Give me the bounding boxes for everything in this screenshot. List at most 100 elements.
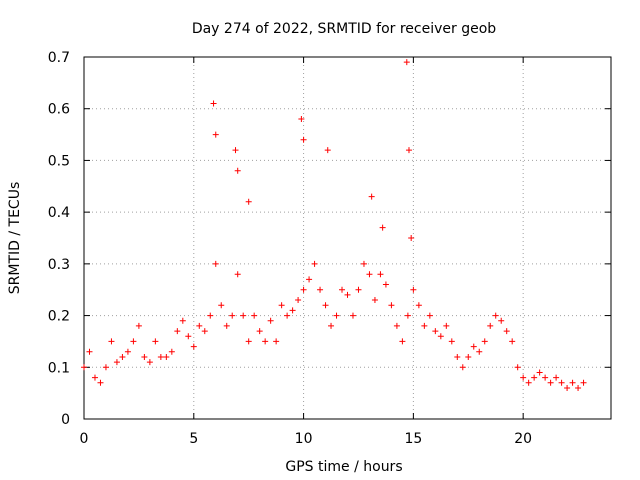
data-point bbox=[368, 193, 375, 200]
data-point bbox=[130, 338, 137, 345]
data-point bbox=[91, 374, 98, 381]
data-point bbox=[212, 131, 219, 138]
data-point bbox=[498, 317, 505, 324]
data-point bbox=[289, 307, 296, 314]
data-point bbox=[196, 322, 203, 329]
data-point bbox=[393, 322, 400, 329]
data-point bbox=[267, 317, 274, 324]
data-point bbox=[399, 338, 406, 345]
data-point bbox=[86, 348, 93, 355]
chart-title: Day 274 of 2022, SRMTID for receiver geo… bbox=[192, 21, 496, 37]
data-point bbox=[514, 364, 521, 371]
data-point bbox=[324, 147, 331, 154]
data-point bbox=[525, 379, 532, 386]
data-point bbox=[273, 338, 280, 345]
data-point bbox=[207, 312, 214, 319]
data-point bbox=[212, 260, 219, 267]
data-point bbox=[520, 374, 527, 381]
data-point bbox=[113, 359, 120, 366]
data-point bbox=[437, 333, 444, 340]
data-point bbox=[404, 312, 411, 319]
data-point bbox=[426, 312, 433, 319]
data-point bbox=[366, 271, 373, 278]
data-point bbox=[146, 359, 153, 366]
data-point bbox=[379, 224, 386, 231]
data-point bbox=[476, 348, 483, 355]
data-point bbox=[185, 333, 192, 340]
x-tick-label: 10 bbox=[295, 431, 313, 447]
data-point bbox=[201, 328, 208, 335]
data-point bbox=[157, 353, 164, 360]
y-tick-label: 0.7 bbox=[48, 50, 70, 66]
data-point bbox=[163, 353, 170, 360]
x-tick-label: 0 bbox=[80, 431, 89, 447]
data-point bbox=[575, 384, 582, 391]
data-point bbox=[405, 147, 412, 154]
data-point bbox=[328, 322, 335, 329]
x-tick-label: 5 bbox=[189, 431, 198, 447]
x-axis-label: GPS time / hours bbox=[285, 459, 402, 475]
data-point bbox=[322, 302, 329, 309]
data-point bbox=[382, 281, 389, 288]
data-point bbox=[536, 369, 543, 376]
data-point bbox=[403, 59, 410, 66]
data-point bbox=[349, 312, 356, 319]
y-tick-label: 0 bbox=[61, 412, 70, 428]
data-point bbox=[415, 302, 422, 309]
data-point bbox=[542, 374, 549, 381]
data-point bbox=[377, 271, 384, 278]
data-point bbox=[470, 343, 477, 350]
grid bbox=[84, 57, 611, 419]
x-tick-label: 20 bbox=[514, 431, 532, 447]
data-point bbox=[251, 312, 258, 319]
data-point bbox=[564, 384, 571, 391]
data-point bbox=[459, 364, 466, 371]
data-point bbox=[284, 312, 291, 319]
data-point bbox=[421, 322, 428, 329]
data-point bbox=[481, 338, 488, 345]
data-point bbox=[569, 379, 576, 386]
data-point bbox=[174, 328, 181, 335]
data-point bbox=[371, 297, 378, 304]
x-tick-label: 15 bbox=[404, 431, 422, 447]
data-point bbox=[333, 312, 340, 319]
data-point bbox=[232, 147, 239, 154]
data-point bbox=[454, 353, 461, 360]
data-point bbox=[553, 374, 560, 381]
data-point bbox=[487, 322, 494, 329]
data-point bbox=[152, 338, 159, 345]
data-point bbox=[300, 136, 307, 143]
data-point bbox=[300, 286, 307, 293]
y-tick-label: 0.6 bbox=[48, 102, 70, 118]
data-point bbox=[311, 260, 318, 267]
y-tick-label: 0.2 bbox=[48, 309, 70, 325]
data-point bbox=[531, 374, 538, 381]
data-point bbox=[234, 167, 241, 174]
y-tick-label: 0.1 bbox=[48, 360, 70, 376]
data-point bbox=[135, 322, 142, 329]
data-point bbox=[141, 353, 148, 360]
data-point bbox=[234, 271, 241, 278]
data-point bbox=[256, 328, 263, 335]
data-points bbox=[81, 59, 587, 391]
data-point bbox=[339, 286, 346, 293]
data-point bbox=[223, 322, 230, 329]
data-point bbox=[306, 276, 313, 283]
data-point bbox=[443, 322, 450, 329]
data-point bbox=[108, 338, 115, 345]
data-point bbox=[124, 348, 131, 355]
data-point bbox=[97, 379, 104, 386]
data-point bbox=[278, 302, 285, 309]
data-point bbox=[298, 116, 305, 123]
data-point bbox=[179, 317, 186, 324]
data-point bbox=[245, 338, 252, 345]
data-point bbox=[295, 297, 302, 304]
data-point bbox=[190, 343, 197, 350]
data-point bbox=[388, 302, 395, 309]
data-point bbox=[229, 312, 236, 319]
data-point bbox=[432, 328, 439, 335]
data-point bbox=[245, 198, 252, 205]
data-point bbox=[408, 235, 415, 241]
data-point bbox=[240, 312, 247, 319]
data-point bbox=[580, 379, 587, 386]
